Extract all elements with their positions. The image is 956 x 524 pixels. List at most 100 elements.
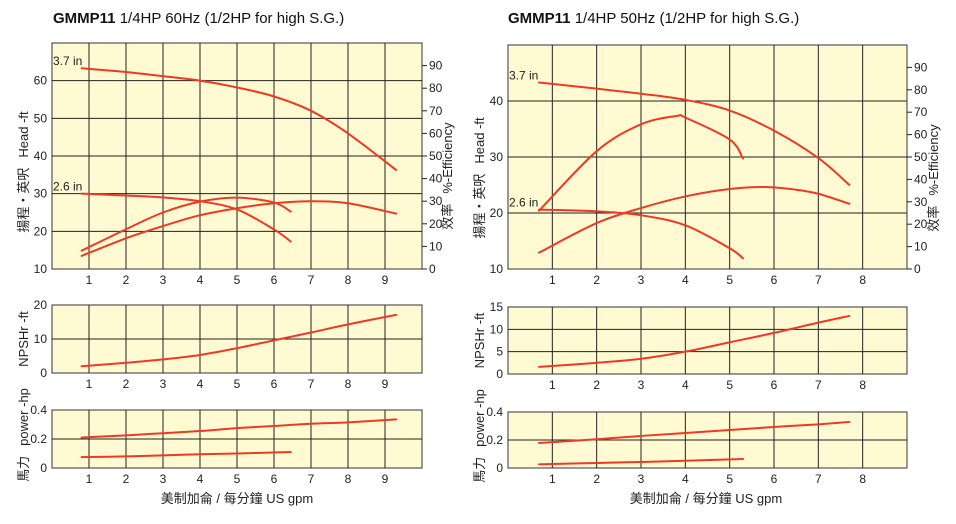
x-tick-label: 3 — [160, 377, 167, 391]
x-tick-label: 8 — [859, 273, 866, 287]
right-npsh-plot: 1 2 3 4 5 6 7 8 0 5 10 15 — [490, 300, 908, 392]
y-tick-label: 10 — [34, 332, 48, 346]
x-tick-label: 7 — [815, 472, 822, 486]
x-tick-label: 1 — [86, 472, 93, 486]
x-tick-label: 8 — [345, 273, 352, 287]
y-tick-label: 20 — [34, 224, 48, 238]
y2-tick-label: 80 — [914, 83, 928, 97]
y2-tick-label: 70 — [914, 105, 928, 119]
x-tick-label: 2 — [123, 273, 130, 287]
x-tick-label: 7 — [308, 472, 315, 486]
y2-tick-label: 60 — [914, 128, 928, 142]
efficiency-axis-label: 效率%-Efficiency — [440, 122, 455, 230]
y2-tick-label: 10 — [914, 240, 928, 254]
x-tick-label: 6 — [771, 378, 778, 392]
y2-tick-label: 20 — [429, 217, 443, 231]
left-x-axis-label: 美制加侖 / 每分鐘 US gpm — [161, 491, 313, 506]
x-tick-label: 5 — [726, 472, 733, 486]
impeller-size-label: 3.7 in — [53, 54, 82, 68]
y2-tick-label: 30 — [914, 195, 928, 209]
impeller-size-label: 2.6 in — [53, 180, 82, 194]
y2-tick-label: 70 — [429, 104, 443, 118]
npsh-axis-label: NPSHr -ft — [472, 312, 487, 368]
y-tick-label: 0.4 — [486, 405, 503, 419]
head-axis-label: 揚程・英呎Head -ft — [16, 111, 31, 233]
x-tick-label: 3 — [638, 378, 645, 392]
npsh-axis-label: NPSHr -ft — [16, 311, 31, 367]
3-7-in-power-curve — [538, 420, 851, 444]
2-6-in-efficiency-curve — [538, 113, 744, 212]
x-tick-label: 6 — [771, 472, 778, 486]
x-tick-label: 7 — [815, 273, 822, 287]
head-axis-label: 揚程・英呎Head -ft — [472, 117, 487, 239]
y-tick-label: 40 — [34, 149, 48, 163]
impeller-size-label: 2.6 in — [509, 196, 538, 210]
x-tick-label: 1 — [86, 377, 93, 391]
x-tick-label: 2 — [123, 377, 130, 391]
impeller-size-label: 3.7 in — [509, 69, 538, 83]
x-tick-label: 3 — [160, 472, 167, 486]
3-7-in-efficiency-curve — [538, 186, 851, 254]
power-axis-label: 馬力power -hp — [16, 388, 31, 482]
x-tick-label: 6 — [271, 273, 278, 287]
y2-tick-label: 50 — [429, 149, 443, 163]
x-tick-label: 6 — [271, 472, 278, 486]
y2-tick-label: 0 — [429, 262, 436, 276]
x-tick-label: 8 — [345, 377, 352, 391]
x-tick-label: 4 — [197, 472, 204, 486]
3-7-in-power-curve — [80, 418, 398, 439]
x-tick-label: 5 — [726, 378, 733, 392]
npshr-curve — [538, 314, 851, 368]
power-axis-label: 馬力power -hp — [472, 389, 487, 483]
3-7-in-efficiency-curve — [80, 200, 398, 257]
y2-tick-label: 80 — [429, 81, 443, 95]
x-tick-label: 2 — [593, 472, 600, 486]
right-x-axis-label: 美制加侖 / 每分鐘 US gpm — [630, 491, 782, 506]
y-tick-label: 0.2 — [30, 432, 47, 446]
x-tick-label: 4 — [197, 273, 204, 287]
left-head-plot: 1 2 3 4 5 6 7 8 9 10 20 30 40 50 60 0 10 20 30 40 50 60 70 80 90… — [34, 42, 443, 287]
y-tick-label: 15 — [490, 300, 504, 314]
x-tick-label: 4 — [682, 273, 689, 287]
left-npsh-plot: 1 2 3 4 5 6 7 8 9 0 10 20 — [34, 298, 423, 391]
x-tick-label: 5 — [726, 273, 733, 287]
right-chart-title: GMMP11 1/4HP 50Hz (1/2HP for high S.G.) — [508, 10, 799, 27]
y-tick-label: 0.4 — [30, 403, 47, 417]
right-power-plot: 1 2 3 4 5 6 7 8 0 0.2 0.4 — [486, 405, 908, 486]
x-tick-label: 2 — [593, 378, 600, 392]
x-tick-label: 5 — [234, 472, 241, 486]
2-6-in-power-curve — [80, 451, 292, 459]
right-head-plot: 1 2 3 4 5 6 7 8 10 20 30 40 0 10 20 30 40 50 60 70 80 90 3.7 i… — [490, 44, 928, 287]
x-tick-label: 1 — [86, 273, 93, 287]
x-tick-label: 3 — [638, 273, 645, 287]
y-tick-label: 5 — [496, 345, 503, 359]
x-tick-label: 8 — [859, 472, 866, 486]
x-tick-label: 3 — [638, 472, 645, 486]
y-tick-label: 40 — [490, 94, 504, 108]
x-tick-label: 8 — [345, 472, 352, 486]
y2-tick-label: 40 — [429, 172, 443, 186]
y2-tick-label: 30 — [429, 194, 443, 208]
x-tick-label: 4 — [682, 378, 689, 392]
x-tick-label: 3 — [160, 273, 167, 287]
x-tick-label: 9 — [382, 377, 389, 391]
y2-tick-label: 20 — [914, 217, 928, 231]
left-chart: 1 2 3 4 5 6 7 8 91020304050600102030405060708090… — [30, 42, 443, 486]
2-6-in-curve — [538, 208, 744, 260]
y2-tick-label: 40 — [914, 172, 928, 186]
y-tick-label: 10 — [490, 262, 504, 276]
y2-tick-label: 0 — [914, 262, 921, 276]
y-tick-label: 0.2 — [486, 433, 503, 447]
y-tick-label: 0 — [496, 367, 503, 381]
x-tick-label: 6 — [271, 377, 278, 391]
y2-tick-label: 90 — [429, 59, 443, 73]
y2-tick-label: 50 — [914, 150, 928, 164]
x-tick-label: 7 — [815, 378, 822, 392]
x-tick-label: 4 — [197, 377, 204, 391]
x-tick-label: 5 — [234, 377, 241, 391]
x-tick-label: 1 — [549, 273, 556, 287]
x-tick-label: 4 — [682, 472, 689, 486]
x-tick-label: 9 — [382, 472, 389, 486]
left-power-plot: 1 2 3 4 5 6 7 8 9 0 0.2 0.4 — [30, 403, 423, 486]
y-tick-label: 20 — [490, 206, 504, 220]
